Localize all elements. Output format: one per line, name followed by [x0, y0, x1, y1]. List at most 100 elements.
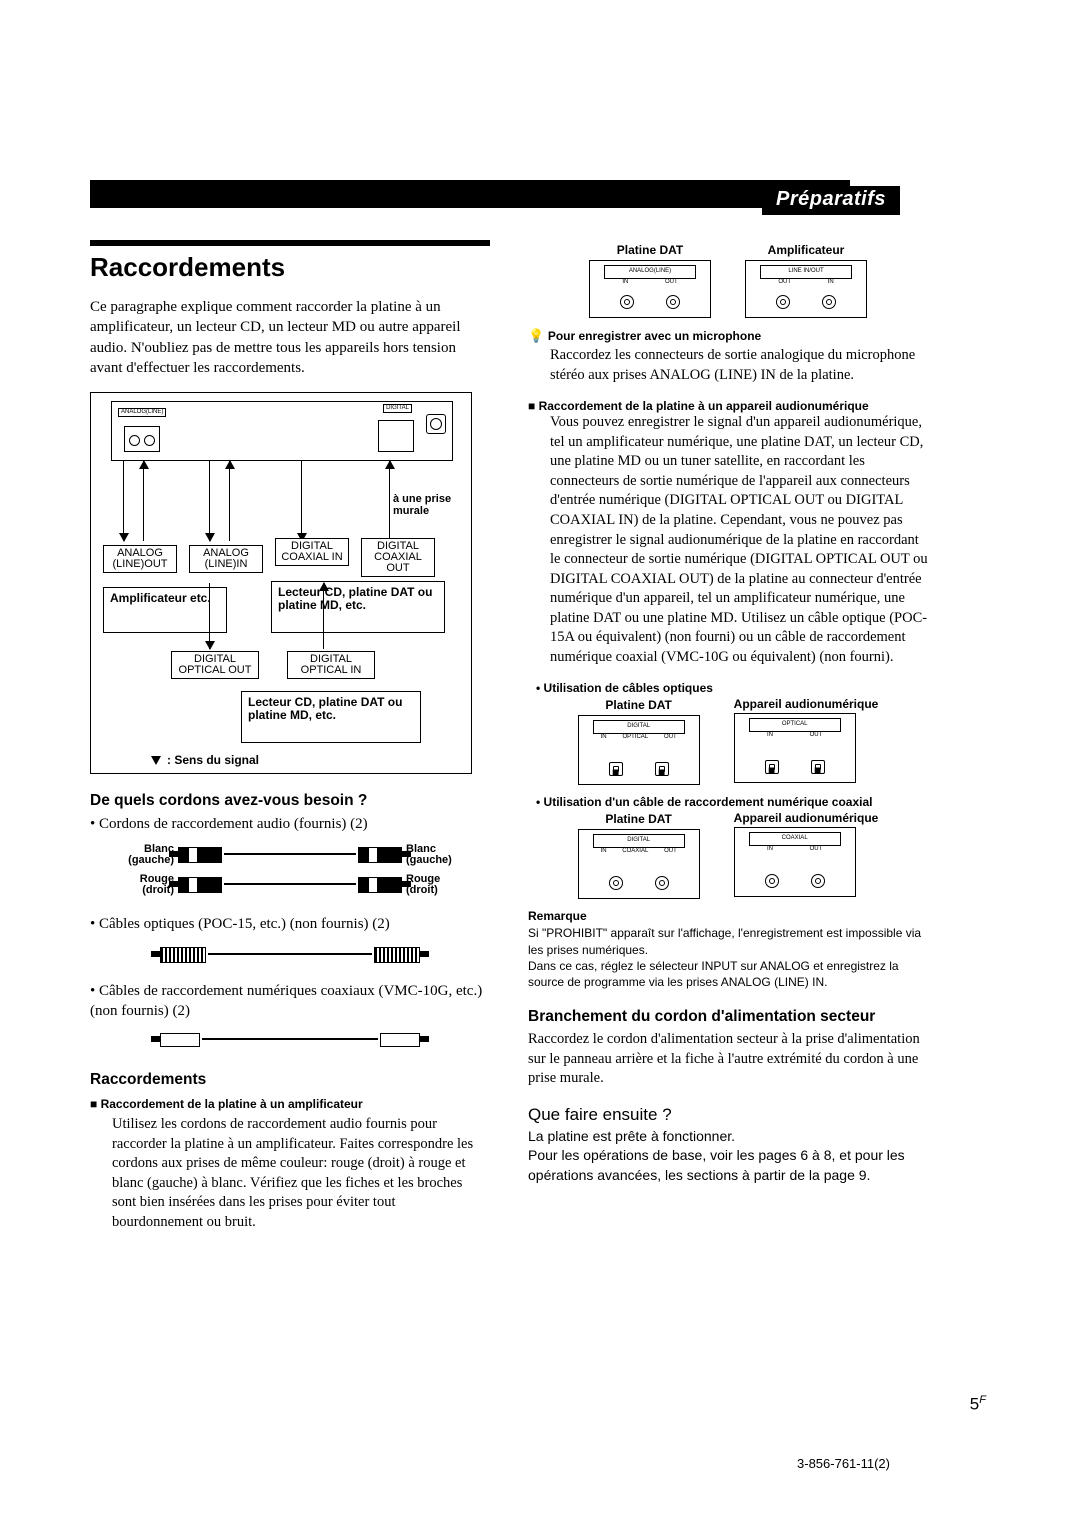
- mini-panel-label: ANALOG(LINE): [604, 265, 696, 279]
- coax-plug-icon: [160, 1033, 200, 1047]
- optical-cables-bullet: Utilisation de câbles optiques: [536, 681, 928, 695]
- mini-panel-label: DIGITAL: [593, 834, 685, 848]
- rca-label: Rouge (droit): [406, 874, 460, 896]
- power-heading: Branchement du cordon d'alimentation sec…: [528, 1008, 928, 1026]
- io-label: IN: [767, 732, 773, 742]
- panel-label-analog: ANALOG(LINE): [118, 408, 166, 417]
- page-number: 5F: [970, 1394, 986, 1415]
- mini-box-dat: DIGITAL INCOAXIALOUT: [578, 829, 700, 899]
- mini-panel-label: DIGITAL: [593, 720, 685, 734]
- mini-box-device: OPTICAL IN OUT: [734, 713, 856, 783]
- panel-analog-jacks: [124, 426, 160, 452]
- mini-title: Amplificateur: [745, 243, 867, 257]
- remark-paragraph-1: Si "PROHIBIT" apparaît sur l'affichage, …: [528, 925, 928, 957]
- coax-jack-icon: [609, 876, 623, 890]
- io-label: OUT: [810, 732, 823, 742]
- optical-plug-icon: [374, 947, 420, 963]
- arrow-icon: [229, 461, 230, 541]
- raccordements-heading: Raccordements: [90, 1071, 490, 1089]
- mini-panel-label: LINE IN/OUT: [760, 265, 852, 279]
- mini-title: Platine DAT: [578, 698, 700, 712]
- arrow-icon: [143, 461, 144, 541]
- io-label: IN: [767, 846, 773, 856]
- connection-diagram-analog: Platine DAT ANALOG(LINE) INOUT Amplifica…: [528, 243, 928, 318]
- mini-box-device: COAXIAL IN OUT: [734, 827, 856, 897]
- coax-cable-diagram: [160, 1029, 420, 1053]
- cords-bullet-2: • Câbles optiques (POC-15, etc.) (non fo…: [90, 914, 490, 934]
- coax-plug-icon: [380, 1033, 420, 1047]
- mini-title: Platine DAT: [589, 243, 711, 257]
- mini-panel-label: COAXIAL: [749, 832, 841, 846]
- mini-panel-label: OPTICAL: [749, 718, 841, 732]
- wall-outlet-label: à une prise murale: [393, 493, 453, 517]
- page-title: Raccordements: [90, 252, 490, 283]
- jack-icon: [822, 295, 836, 309]
- optical-jack-icon: [811, 760, 825, 774]
- mini-box-dat: ANALOG(LINE) INOUT: [589, 260, 711, 318]
- header-black-band: [90, 180, 850, 208]
- cords-heading: De quels cordons avez-vous besoin ?: [90, 792, 490, 810]
- rca-cable-diagram: Blanc (gauche) Blanc (gauche) Rouge (dro…: [120, 840, 460, 904]
- jack-icon: [666, 295, 680, 309]
- tip-paragraph: Raccordez les connecteurs de sortie anal…: [528, 346, 928, 385]
- port-label: ANALOG (LINE)OUT: [103, 545, 177, 573]
- remark-heading: Remarque: [528, 909, 928, 923]
- rca-plug-icon: [178, 877, 222, 893]
- page-number-value: 5: [970, 1395, 979, 1414]
- cable-line: [224, 883, 356, 885]
- document-code: 3-856-761-11(2): [797, 1456, 890, 1471]
- mini-title: Appareil audionumérique: [734, 698, 879, 710]
- arrow-icon: [123, 461, 124, 541]
- cable-line: [208, 953, 372, 955]
- section-badge: Préparatifs: [762, 186, 900, 215]
- coax-cable-bullet: Utilisation d'un câble de raccordement n…: [536, 795, 928, 809]
- device-amplifier: Amplificateur etc.: [103, 587, 227, 633]
- amp-connection-subheading: Raccordement de la platine à un amplific…: [90, 1097, 490, 1111]
- cable-line: [202, 1038, 378, 1040]
- port-label: ANALOG (LINE)IN: [189, 545, 263, 573]
- connection-diagram-optical: Platine DAT DIGITAL INOPTICALOUT Apparei…: [528, 698, 928, 785]
- power-paragraph: Raccordez le cordon d'alimentation secte…: [528, 1030, 928, 1089]
- arrow-icon: [209, 461, 210, 541]
- coax-jack-icon: [811, 874, 825, 888]
- tip-heading: Pour enregistrer avec un microphone: [528, 328, 928, 344]
- io-label: OUT: [664, 848, 677, 858]
- jack-icon: [776, 295, 790, 309]
- panel-ac-inlet: [426, 414, 446, 434]
- rca-plug-icon: [358, 877, 402, 893]
- rca-plug-icon: [178, 847, 222, 863]
- port-label: DIGITAL COAXIAL OUT: [361, 538, 435, 577]
- io-label: IN: [828, 279, 834, 289]
- io-label: IN: [622, 279, 628, 289]
- cords-bullet-3: • Câbles de raccordement numériques coax…: [90, 981, 490, 1022]
- signal-legend: : Sens du signal: [151, 753, 259, 767]
- io-label: IN: [601, 734, 607, 744]
- panel-digital-jacks: [378, 420, 414, 452]
- io-label: OUT: [664, 734, 677, 744]
- mini-box-dat: DIGITAL IN OPTICAL OUT: [578, 715, 700, 785]
- cords-bullet-1: • Cordons de raccordement audio (fournis…: [90, 814, 490, 834]
- audionum-paragraph: Vous pouvez enregistrer le signal d'un a…: [528, 413, 928, 667]
- optical-plug-icon: [160, 947, 206, 963]
- panel-label-digital: DIGITAL: [383, 404, 412, 413]
- arrow-icon: [389, 461, 390, 541]
- deck-rear-panel: ANALOG(LINE) DIGITAL: [111, 401, 453, 461]
- coax-jack-icon: [765, 874, 779, 888]
- next-line-2: Pour les opérations de base, voir les pa…: [528, 1146, 928, 1185]
- mini-box-amp: LINE IN/OUT OUTIN: [745, 260, 867, 318]
- io-label: OUT: [810, 846, 823, 856]
- mini-title: Appareil audionumérique: [734, 812, 879, 824]
- mini-title: Platine DAT: [578, 812, 700, 826]
- connection-diagram-coax: Platine DAT DIGITAL INCOAXIALOUT Apparei…: [528, 812, 928, 899]
- device-cd-dat-md-2: Lecteur CD, platine DAT ou platine MD, e…: [241, 691, 421, 743]
- page-number-suffix: F: [979, 1394, 986, 1406]
- port-label: DIGITAL OPTICAL OUT: [171, 651, 259, 679]
- cable-line: [224, 853, 356, 855]
- port-label: DIGITAL COAXIAL IN: [275, 538, 349, 566]
- rca-label: Blanc (gauche): [406, 844, 460, 866]
- sub-label: OPTICAL: [622, 734, 648, 744]
- optical-jack-icon: [655, 762, 669, 776]
- optical-jack-icon: [609, 762, 623, 776]
- arrow-icon: [301, 461, 302, 541]
- audionum-heading: Raccordement de la platine à un appareil…: [528, 399, 928, 413]
